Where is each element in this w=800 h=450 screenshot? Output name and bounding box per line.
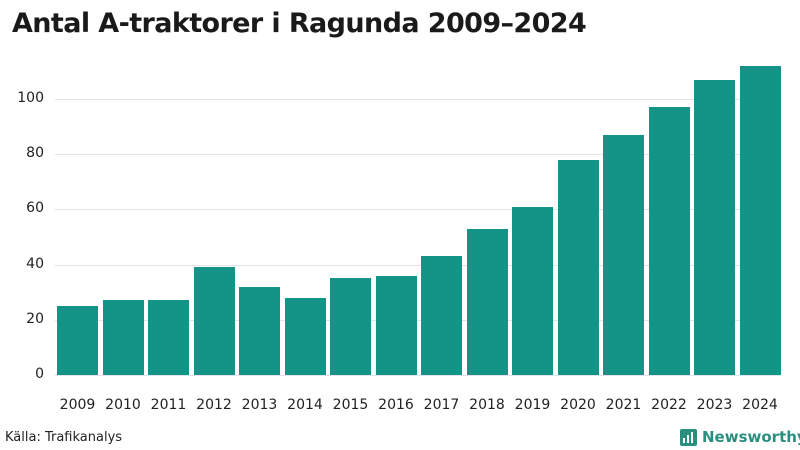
x-axis-tick-label: 2015 xyxy=(332,397,369,413)
x-axis-tick-label: 2018 xyxy=(469,397,505,413)
bar-2021 xyxy=(603,134,644,375)
gridline xyxy=(55,375,780,376)
newsworthy-brand: Newsworthy xyxy=(680,428,800,446)
x-axis-tick-label: 2011 xyxy=(150,397,187,413)
bar-2024 xyxy=(739,65,781,375)
brand-name: Newsworthy xyxy=(702,428,800,446)
y-axis-tick-label: 0 xyxy=(35,366,44,382)
newsworthy-logo-icon xyxy=(680,428,697,446)
gridline xyxy=(55,320,780,321)
bar-2015 xyxy=(330,278,371,375)
x-axis-tick-label: 2012 xyxy=(196,397,232,413)
x-axis-tick-label: 2019 xyxy=(514,397,551,413)
x-axis-tick-label: 2017 xyxy=(423,397,460,413)
x-axis-tick-label: 2022 xyxy=(651,397,687,413)
gridline xyxy=(55,209,780,210)
x-axis-tick-label: 2024 xyxy=(742,397,778,413)
x-axis-tick-label: 2021 xyxy=(605,397,642,413)
bar-2016 xyxy=(375,275,417,375)
bar-2017 xyxy=(421,256,462,375)
x-axis-tick-label: 2016 xyxy=(378,397,414,413)
x-axis-tick-label: 2023 xyxy=(696,397,733,413)
bar-2014 xyxy=(284,297,326,375)
bar-2022 xyxy=(648,107,690,375)
y-axis-tick-label: 60 xyxy=(26,200,44,216)
bar-2012 xyxy=(193,267,235,375)
y-axis-tick-label: 80 xyxy=(26,145,44,161)
x-axis-tick-label: 2010 xyxy=(105,397,141,413)
x-axis-tick-label: 2013 xyxy=(241,397,278,413)
gridline xyxy=(55,265,780,266)
y-axis-tick-label: 40 xyxy=(26,256,44,272)
bar-2019 xyxy=(512,206,553,375)
x-axis-tick-label: 2020 xyxy=(560,397,596,413)
bar-2020 xyxy=(557,159,599,375)
gridline xyxy=(55,154,780,155)
x-axis-tick-label: 2009 xyxy=(59,397,96,413)
y-axis-tick-label: 100 xyxy=(17,90,44,106)
bar-2009 xyxy=(57,306,98,375)
bar-2010 xyxy=(102,300,144,375)
gridline xyxy=(55,99,780,100)
bar-2018 xyxy=(466,228,508,375)
bar-2023 xyxy=(694,79,735,375)
bar-2013 xyxy=(239,286,280,375)
y-axis-tick-label: 20 xyxy=(26,311,44,327)
chart-title: Antal A-traktorer i Ragunda 2009–2024 xyxy=(12,8,587,39)
x-axis-tick-label: 2014 xyxy=(287,397,323,413)
bar-2011 xyxy=(148,300,189,375)
source-note: Källa: Trafikanalys xyxy=(5,430,123,445)
